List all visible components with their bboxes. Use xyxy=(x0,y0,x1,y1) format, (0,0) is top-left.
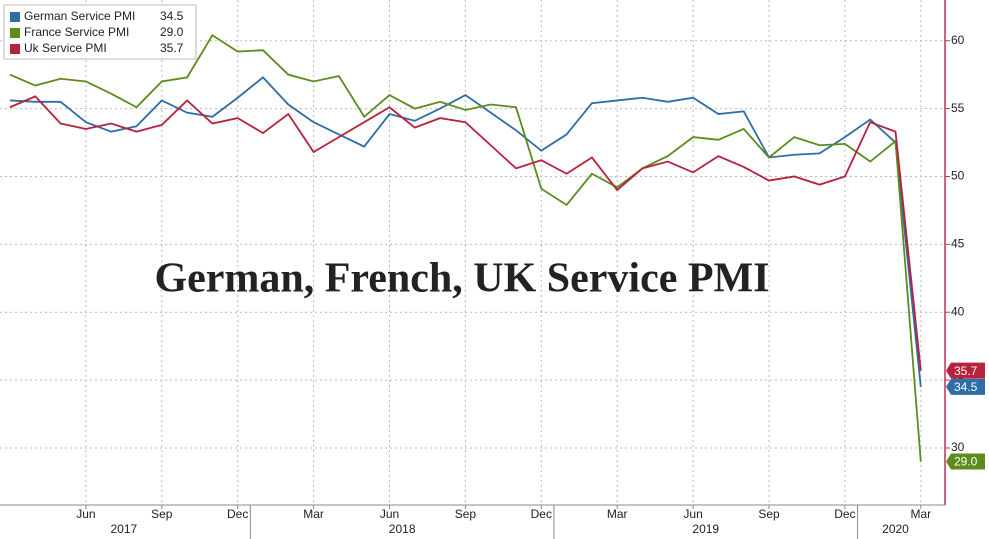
year-label: 2018 xyxy=(389,522,416,536)
series-line xyxy=(9,34,922,462)
year-label: 2017 xyxy=(110,522,137,536)
x-tick-label: Jun xyxy=(380,507,399,521)
x-tick-label: Mar xyxy=(607,507,628,521)
x-tick-label: Dec xyxy=(834,507,855,521)
end-label-box xyxy=(946,362,985,379)
end-label-box xyxy=(946,453,985,470)
x-tick-label: Dec xyxy=(227,507,248,521)
legend-name: France Service PMI xyxy=(24,25,129,39)
y-tick-label: 60 xyxy=(951,33,965,47)
legend-swatch xyxy=(10,44,20,54)
x-tick-label: Sep xyxy=(455,507,477,521)
legend-box xyxy=(3,4,197,60)
x-tick-label: Mar xyxy=(303,507,324,521)
x-tick-label: Mar xyxy=(910,507,931,521)
legend-name: Uk Service PMI xyxy=(24,41,107,55)
legend-value: 29.0 xyxy=(160,25,184,39)
end-label: 35.7 xyxy=(946,362,985,379)
y-tick-label: 40 xyxy=(951,304,965,318)
year-label: 2019 xyxy=(692,522,719,536)
annotation: German, French, UK Service PMI xyxy=(154,256,769,302)
end-label: 34.5 xyxy=(946,378,985,395)
x-tick-label: Jun xyxy=(683,507,702,521)
x-tick-label: Jun xyxy=(76,507,95,521)
legend-value: 35.7 xyxy=(160,41,184,55)
legend-swatch xyxy=(10,28,20,38)
end-label: 29.0 xyxy=(946,453,985,470)
legend-value: 34.5 xyxy=(160,9,184,23)
end-label-box xyxy=(946,378,985,395)
legend-name: German Service PMI xyxy=(24,9,135,23)
legend-swatch xyxy=(10,12,20,22)
end-label-text: 29.0 xyxy=(954,455,978,469)
y-tick-label: 50 xyxy=(951,169,965,183)
y-tick-label: 45 xyxy=(951,237,965,251)
y-tick-label: 30 xyxy=(951,440,965,454)
year-label: 2020 xyxy=(882,522,909,536)
x-tick-label: Sep xyxy=(151,507,173,521)
end-label-text: 35.7 xyxy=(954,364,978,378)
x-tick-label: Sep xyxy=(758,507,780,521)
x-tick-label: Dec xyxy=(531,507,552,521)
series-line xyxy=(9,95,922,371)
y-tick-label: 55 xyxy=(951,101,965,115)
end-label-text: 34.5 xyxy=(954,380,978,394)
